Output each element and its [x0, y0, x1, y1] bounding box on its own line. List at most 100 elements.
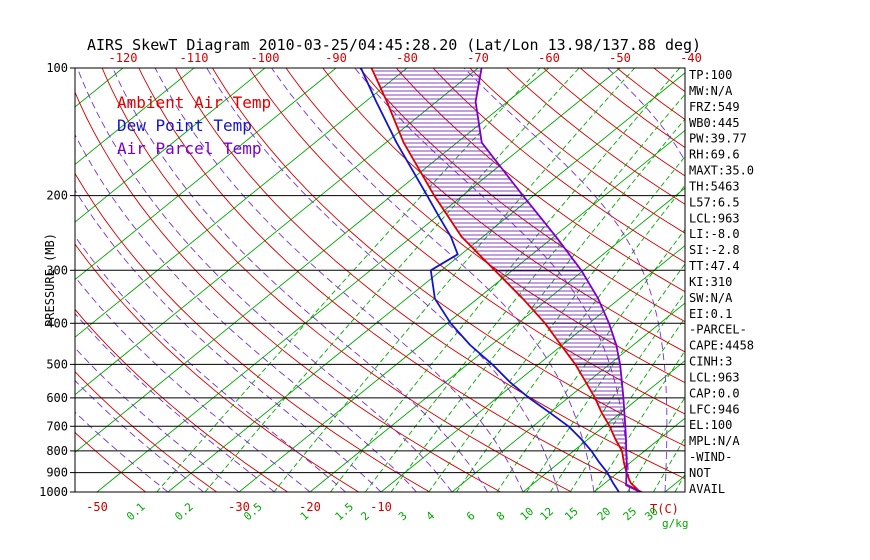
- panel-line: TT:47.4: [689, 259, 740, 273]
- panel-line: LCL:963: [689, 211, 740, 225]
- mixing-ratio-line: [364, 93, 685, 492]
- isotherm-line: [75, 68, 195, 166]
- dry-adiabat-line: [212, 68, 685, 447]
- mixing-ratio-tick-label: 0.2: [172, 500, 195, 523]
- panel-line: SW:N/A: [689, 291, 733, 305]
- moist-adiabat-line: [75, 312, 275, 492]
- moist-adiabat-line: [154, 68, 524, 492]
- isotherm-line: [593, 417, 685, 492]
- panel-line: CINH:3: [689, 355, 732, 369]
- mixing-ratio-line: [526, 263, 685, 492]
- dry-adiabat-line: [75, 91, 501, 492]
- bottom-temp-tick-label: -20: [299, 500, 321, 514]
- isotherm-line: [736, 68, 870, 492]
- moist-adiabat-line: [354, 68, 630, 492]
- bottom-temp-tick-label: -30: [228, 500, 250, 514]
- pressure-tick-label: 900: [46, 466, 68, 480]
- mixing-ratio-tick-label: 10: [518, 505, 537, 524]
- panel-line: FRZ:549: [689, 100, 740, 114]
- isotherm-line: [807, 68, 870, 492]
- isotherm-line: [75, 68, 266, 223]
- dry-adiabat-line: [285, 68, 685, 384]
- isotherm-line: [167, 72, 685, 492]
- mixing-ratio-tick-label: 1.5: [333, 500, 356, 523]
- dry-adiabat-line: [175, 68, 685, 480]
- top-temp-tick-label: -50: [609, 51, 631, 65]
- panel-line: RH:69.6: [689, 148, 740, 162]
- isotherm-line: [451, 302, 685, 492]
- isotherm-line: [309, 187, 685, 492]
- panel-line: MAXT:35.0: [689, 164, 754, 178]
- panel-line: -WIND-: [689, 450, 732, 464]
- mixing-ratio-tick-label: 6: [464, 509, 478, 523]
- panel-line: CAPE:4458: [689, 339, 754, 353]
- moist-adiabat-line: [76, 68, 453, 492]
- panel-line: -PARCEL-: [689, 323, 747, 337]
- panel-line: TH:5463: [689, 179, 740, 193]
- mixing-ratio-tick-label: 3: [396, 509, 410, 523]
- dry-adiabat-line: [469, 68, 685, 234]
- mixing-ratio-tick-label: 0.1: [124, 500, 147, 523]
- moist-adiabat-line: [206, 68, 559, 492]
- moist-adiabat-line: [112, 68, 488, 492]
- panel-line: KI:310: [689, 275, 732, 289]
- panel-line: LFC:946: [689, 402, 740, 416]
- moist-adiabat-line: [75, 411, 169, 492]
- moist-adiabat-line: [606, 68, 685, 162]
- pressure-tick-label: 200: [46, 189, 68, 203]
- top-temp-tick-label: -90: [325, 51, 347, 65]
- top-temp-tick-label: -110: [180, 51, 209, 65]
- pressure-tick-label: 400: [46, 316, 68, 330]
- top-temp-tick-label: -100: [251, 51, 280, 65]
- profile-ambient-air-temp: [370, 68, 641, 492]
- panel-line: LI:-8.0: [689, 227, 740, 241]
- dry-adiabat-line: [395, 68, 685, 293]
- panel-line: WB0:445: [689, 116, 740, 130]
- dry-adiabat-line: [579, 68, 685, 149]
- isotherm-line: [238, 129, 685, 492]
- plot-frame: [74, 67, 686, 493]
- moist-adiabat-line: [463, 68, 668, 492]
- plot-border: [74, 67, 686, 493]
- dry-adiabat-line: [75, 371, 217, 492]
- mixing-ratio-line: [653, 437, 685, 492]
- sounding-profiles: [360, 68, 641, 492]
- isotherm-line: [75, 68, 479, 396]
- panel-line: EI:0.1: [689, 307, 732, 321]
- profile-air-parcel-temp: [474, 68, 641, 492]
- dry-adiabat-line: [432, 68, 685, 263]
- moist-adiabat-line: [75, 133, 417, 492]
- isotherm-line: [75, 68, 408, 338]
- top-temp-tick-label: -120: [109, 51, 138, 65]
- dry-adiabat-line: [101, 68, 572, 492]
- moist-adiabat-line: [75, 347, 240, 492]
- panel-line: L57:6.5: [689, 195, 740, 209]
- panel-line: NOT: [689, 466, 711, 480]
- pressure-tick-label: 700: [46, 419, 68, 433]
- mixing-unit-label: g/kg: [662, 517, 689, 530]
- pressure-tick-label: 800: [46, 444, 68, 458]
- moist-adiabat-line: [271, 68, 595, 492]
- isotherm-line: [522, 360, 685, 492]
- dry-adiabat-line: [75, 172, 430, 492]
- moist-adiabat-line: [75, 379, 204, 492]
- mixing-ratio-tick-label: 15: [562, 505, 581, 524]
- chart-title: AIRS SkewT Diagram 2010-03-25/04:45:28.2…: [87, 36, 701, 54]
- dry-adiabat-line: [322, 68, 685, 353]
- pressure-tick-label: 100: [46, 61, 68, 75]
- dry-adiabat-line: [248, 68, 685, 415]
- pressure-tick-label: 1000: [39, 485, 68, 499]
- mixing-ratio-tick-label: 25: [621, 505, 640, 524]
- panel-line: LCL:963: [689, 371, 740, 385]
- mixing-ratio-line: [456, 184, 685, 492]
- bottom-temp-tick-label: -10: [370, 500, 392, 514]
- legend-item-0: Ambient Air Temp: [117, 93, 271, 112]
- panel-line: SI:-2.8: [689, 243, 740, 257]
- panel-line: MPL:N/A: [689, 434, 740, 448]
- dry-adiabat-line: [506, 68, 685, 205]
- pressure-tick-label: 300: [46, 263, 68, 277]
- cape-hatch-region: [373, 70, 627, 464]
- isotherm-line: [75, 68, 337, 281]
- bottom-temp-tick-label: -50: [86, 500, 108, 514]
